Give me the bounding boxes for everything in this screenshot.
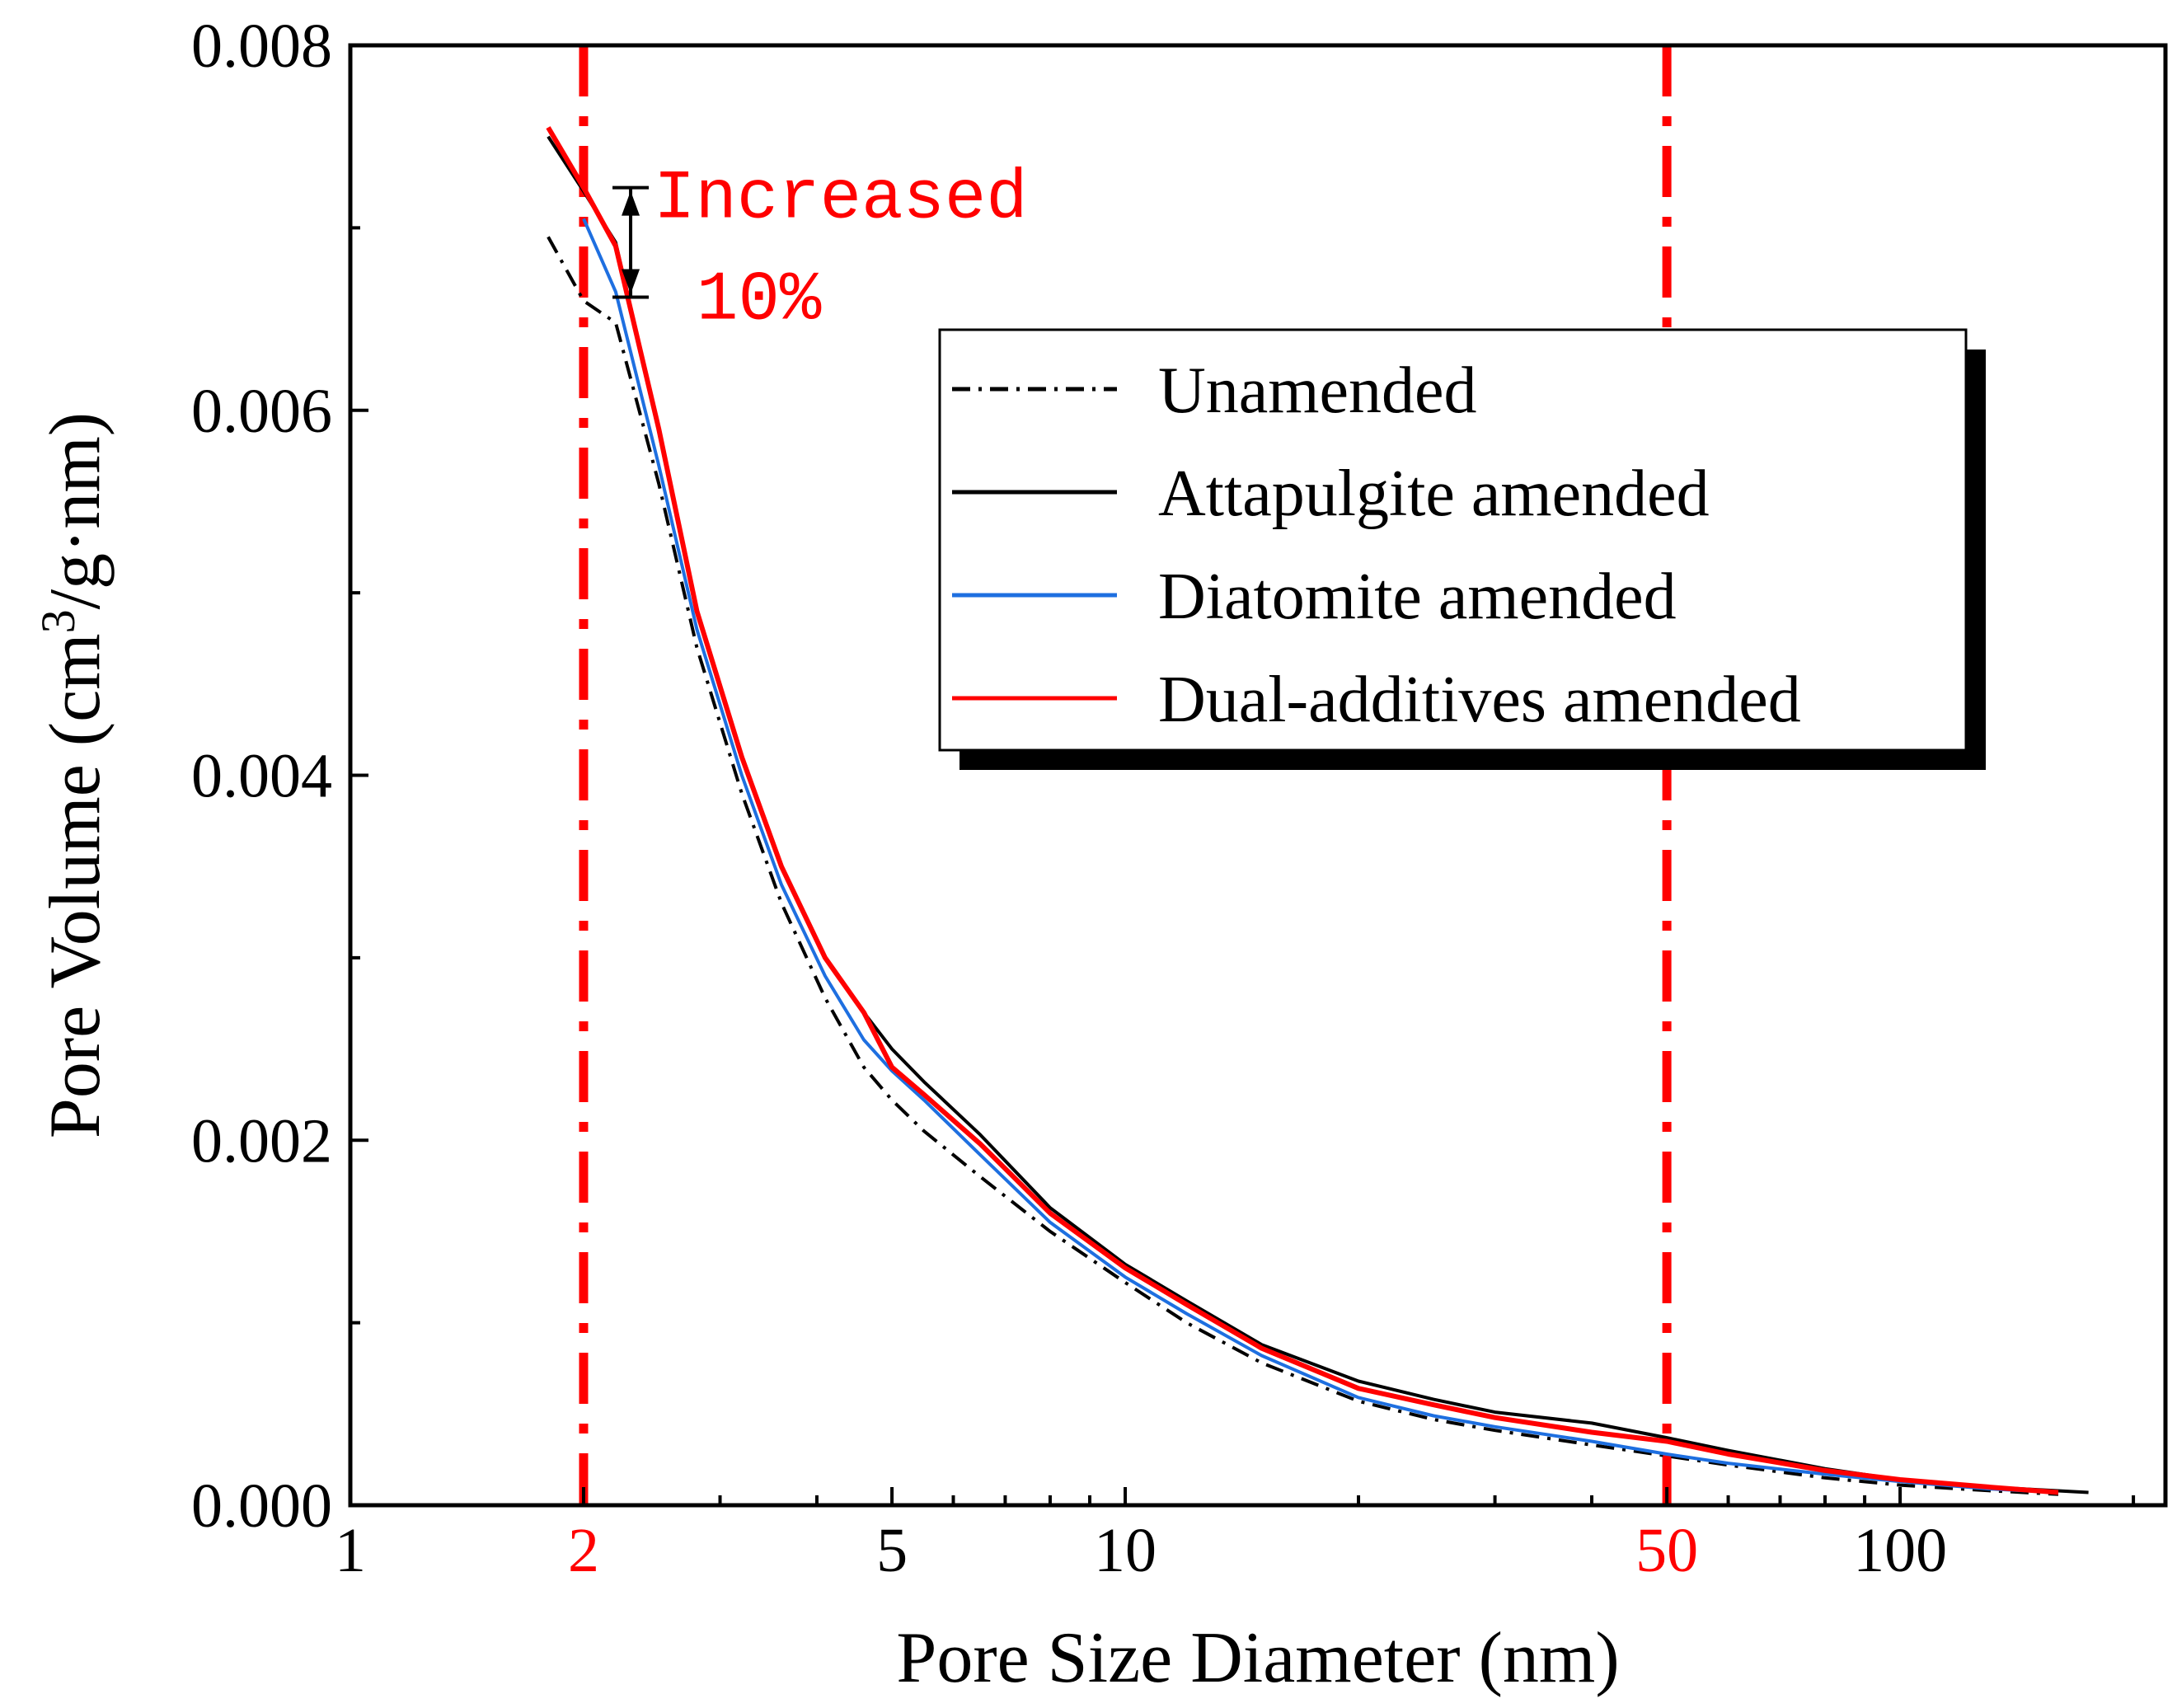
annotation-text-line1: Increased: [654, 161, 1028, 239]
x-tick-label: 50: [1635, 1516, 1698, 1585]
x-tick-label: 5: [876, 1516, 908, 1585]
x-tick-label: 10: [1094, 1516, 1157, 1585]
y-tick-label: 0.002: [191, 1106, 332, 1175]
annotation-arrowhead-down: [622, 269, 640, 294]
x-tick-label: 100: [1853, 1516, 1947, 1585]
series-lines: [546, 126, 2089, 1496]
y-axis-title-superscript: 3: [31, 609, 85, 633]
annotation-text-line2: 10%: [697, 261, 822, 340]
reference-lines: [579, 45, 1672, 1505]
y-tick-label: 0.006: [191, 377, 332, 446]
x-axis-title: Pore Size Diameter (nm): [896, 1618, 1619, 1698]
y-axis-title-rest: /g·nm): [35, 412, 115, 610]
y-tick-label: 0.004: [191, 742, 332, 811]
axis-ticks: 1 2 5 10 50 100 0.000 0.002 0.004 0.006 0.008: [191, 12, 2136, 1585]
series-line-diatomite-amended: [582, 218, 2059, 1494]
legend-label: Diatomite amended: [1158, 561, 1677, 633]
legend: Unamended Attapulgite amended Diatomite am…: [938, 328, 1986, 770]
legend-label: Unamended: [1158, 354, 1477, 427]
y-tick-label: 0.000: [191, 1471, 332, 1541]
legend-box: [938, 328, 1968, 752]
legend-label: Dual-additives amended: [1158, 664, 1801, 736]
x-tick-label: 2: [568, 1516, 599, 1585]
y-axis-title: Pore Volume (cm3/g·nm): [31, 412, 115, 1138]
increase-annotation: Increased 10%: [612, 161, 1028, 340]
annotation-arrowhead-up: [622, 190, 640, 216]
y-axis-title-main: Pore Volume (cm: [35, 633, 115, 1138]
series-line-dual-additives-amended: [546, 126, 2059, 1495]
legend-label: Attapulgite amended: [1158, 458, 1710, 530]
series-line-unamended: [547, 236, 2059, 1496]
y-tick-label: 0.008: [191, 12, 332, 81]
x-tick-label: 1: [335, 1516, 366, 1585]
